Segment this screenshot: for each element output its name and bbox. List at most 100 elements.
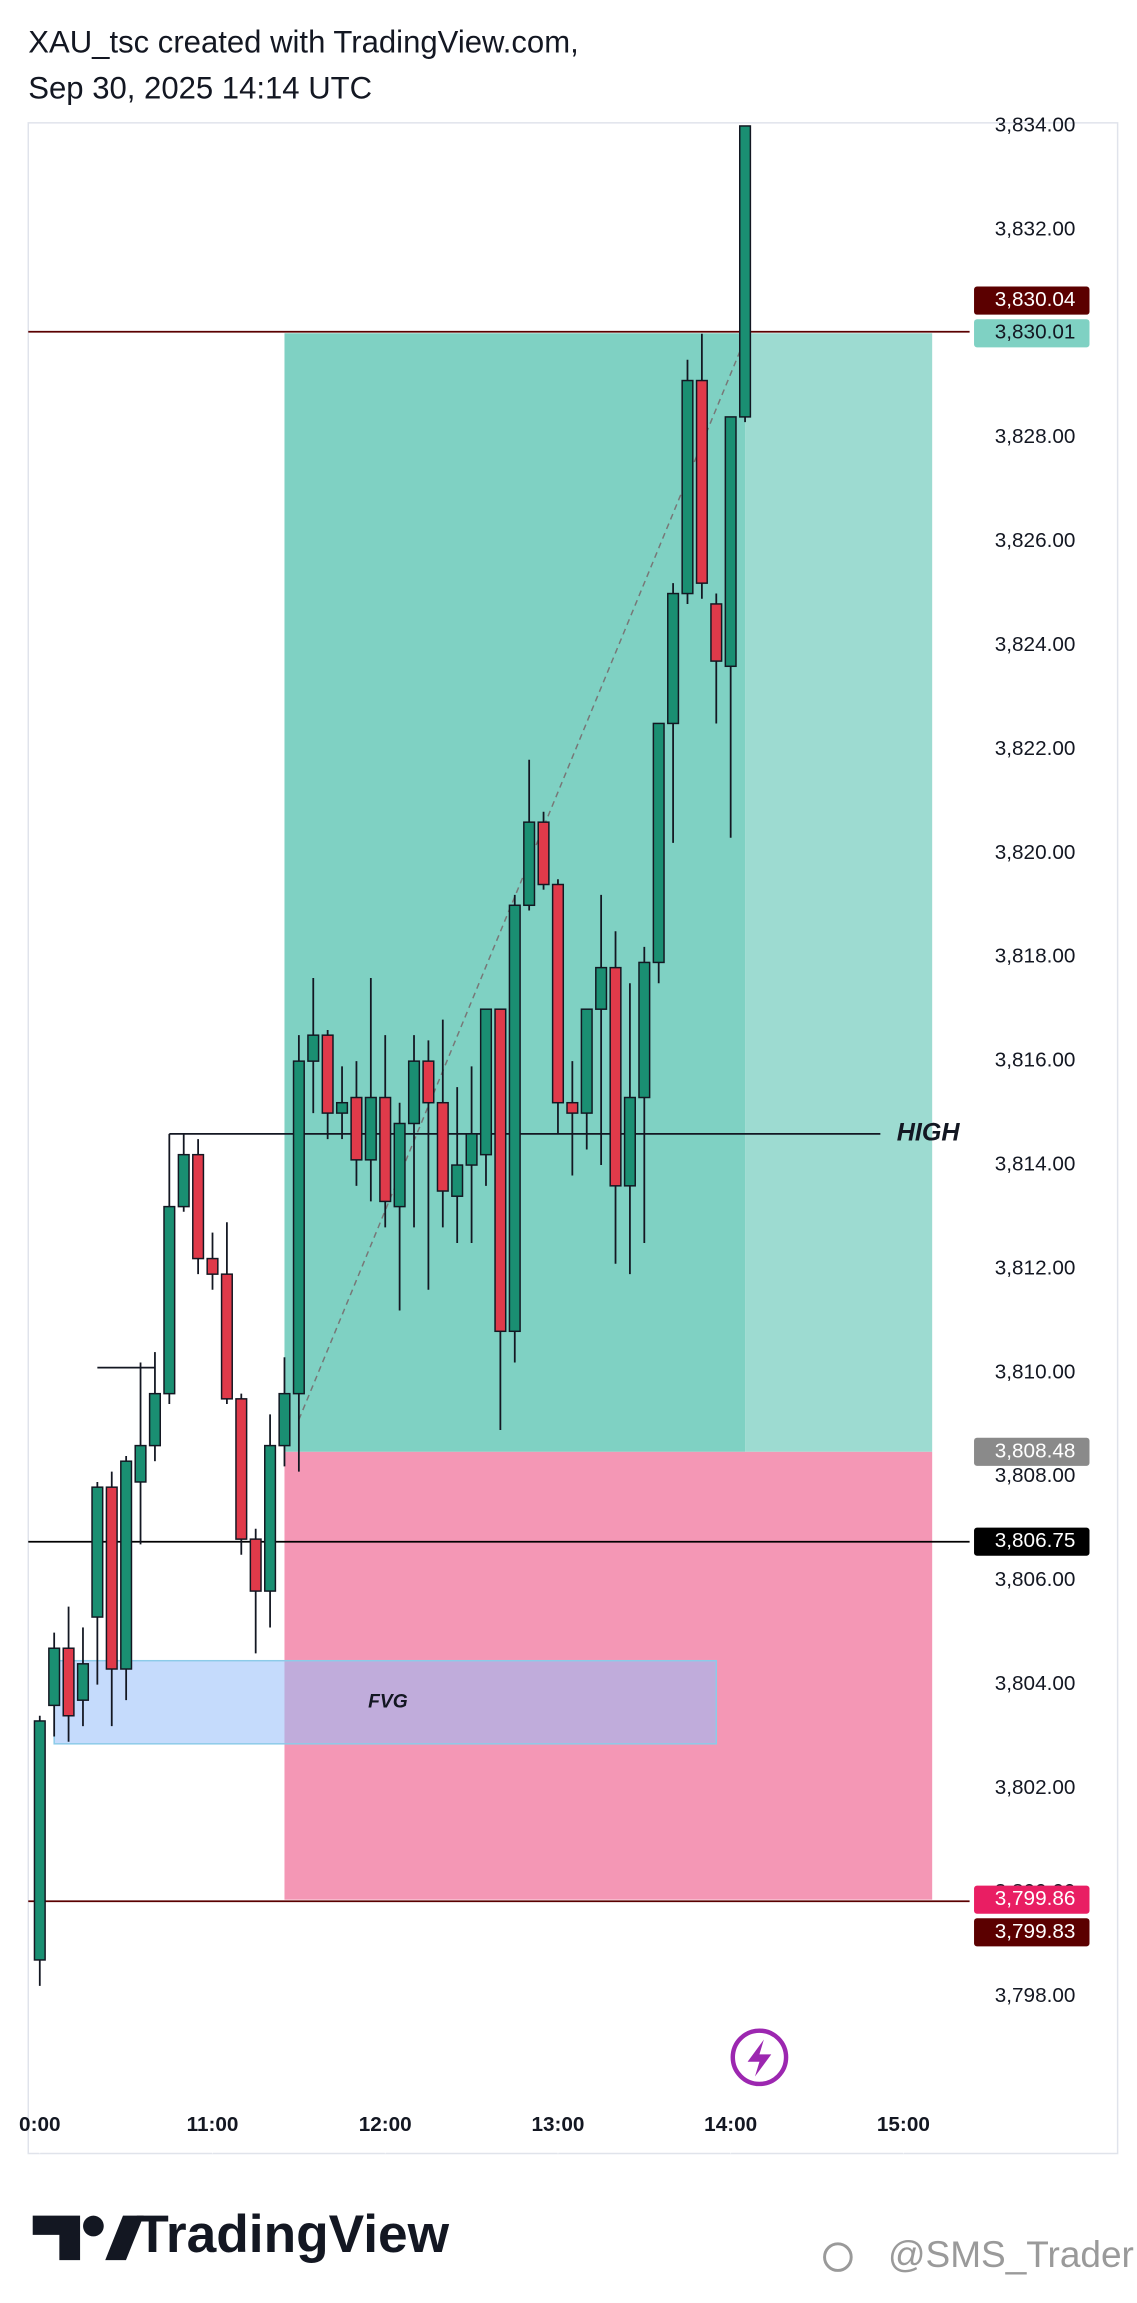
lightning-icon [730,2028,789,2087]
candle-body [681,379,694,595]
candle-body [134,1444,147,1483]
candle-body [33,1720,46,1961]
profit-zone-rest [745,333,933,1452]
y-tick-label: 3,798.00 [995,1984,1076,2007]
x-tick-label: 14:00 [704,2113,757,2136]
candle-body [508,904,521,1333]
fvg-zone [53,1659,718,1745]
candle-body [407,1060,421,1125]
candle-body [609,966,622,1187]
candle-body [235,1398,248,1540]
candle-body [566,1101,579,1114]
candle-body [163,1205,176,1395]
fvg-label: FVG [368,1691,408,1712]
candle-body [710,603,723,662]
candle-body [220,1273,233,1400]
price-label: 3,830.04 [995,288,1076,311]
candle-body [278,1392,291,1447]
x-tick-label: 15:00 [877,2113,930,2136]
candle-body [335,1101,349,1114]
plot-layer: 3,798.003,800.003,802.003,804.003,806.00… [19,113,1090,2154]
candle-body [551,883,565,1104]
watermark-icon [823,2242,853,2272]
candle-body [148,1392,162,1447]
price-label-box [974,1437,1090,1466]
y-tick-label: 3,808.00 [995,1464,1076,1487]
price-label-box [974,286,1090,315]
y-tick-label: 3,832.00 [995,217,1076,240]
candle-body [652,722,665,964]
candle-body [249,1538,262,1592]
candle-body [48,1647,61,1707]
x-tick-label: 12:00 [359,2113,412,2136]
candle-body [307,1034,320,1062]
price-label-box [974,1918,1090,1947]
watermark: @SMS_Trader [888,2234,1134,2275]
x-tick-label: 13:00 [531,2113,584,2136]
brand: TradingView [136,2205,449,2264]
price-label: 3,830.01 [995,321,1076,344]
candle-body [479,1008,493,1156]
candle-body [321,1034,334,1114]
candle-body [62,1647,75,1717]
candle-body [494,1008,507,1333]
price-label: 3,808.48 [995,1439,1076,1462]
y-tick-label: 3,818.00 [995,945,1076,968]
candle-body [537,821,550,886]
y-tick-label: 3,822.00 [995,737,1076,760]
price-label: 3,806.75 [995,1529,1076,1552]
candle-body [623,1096,636,1187]
candle-body [76,1663,90,1701]
y-tick-label: 3,820.00 [995,841,1076,864]
tradingview-logo [32,2215,144,2261]
candle-body [292,1060,305,1395]
candle-body [91,1486,104,1618]
candle-body [724,416,737,668]
candle-body [738,125,752,418]
y-tick-label: 3,834.00 [995,113,1076,136]
y-tick-label: 3,826.00 [995,529,1076,552]
chart-title: XAU_tsc created with TradingView.com, [28,25,578,60]
price-label: 3,799.83 [995,1920,1076,1943]
high-label: HIGH [897,1119,961,1147]
trend-line [298,338,746,1420]
y-tick-label: 3,804.00 [995,1672,1076,1695]
candle-body [667,592,680,725]
candle-body [422,1060,435,1104]
y-tick-label: 3,824.00 [995,633,1076,656]
y-tick-label: 3,828.00 [995,425,1076,448]
chart-subtitle: Sep 30, 2025 14:14 UTC [28,70,372,105]
candle-body [192,1153,205,1260]
y-tick-label: 3,816.00 [995,1049,1076,1072]
candle-body [206,1257,219,1275]
candle-body [105,1486,118,1670]
y-tick-label: 3,802.00 [995,1776,1076,1799]
candle-body [350,1096,363,1161]
candle-body [379,1096,392,1203]
price-label-box [974,319,1090,348]
candle-body [177,1153,190,1208]
candle-body [451,1164,464,1197]
price-label-box [974,1527,1090,1556]
candle-body [465,1133,478,1166]
candle-body [120,1460,133,1670]
candle-body [638,961,651,1099]
y-tick-label: 3,814.00 [995,1153,1076,1176]
y-tick-label: 3,812.00 [995,1256,1076,1279]
y-tick-label: 3,806.00 [995,1568,1076,1591]
price-label-box [974,1885,1090,1914]
candle-body [364,1096,377,1161]
candle-body [595,966,608,1010]
price-label: 3,799.86 [995,1887,1076,1910]
candle-body [523,821,536,907]
candle-body [580,1008,593,1114]
x-tick-label: 11:00 [187,2113,239,2136]
x-tick-label: 0:00 [19,2113,60,2136]
candle-body [436,1101,449,1192]
candle-body [264,1444,277,1592]
candle-body [695,379,708,584]
y-tick-label: 3,810.00 [995,1360,1076,1383]
candle-body [393,1122,406,1208]
